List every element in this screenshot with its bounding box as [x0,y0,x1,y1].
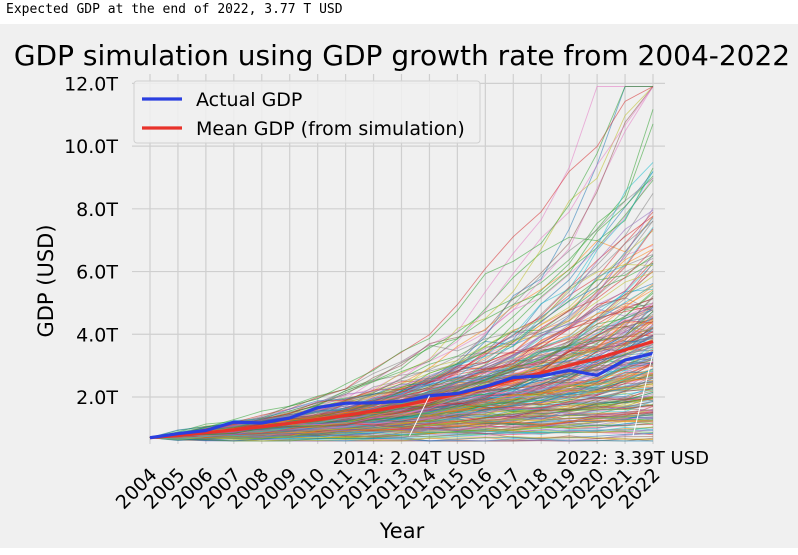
y-axis-ticks: 2.0T 4.0T 6.0T 8.0T 10.0T 12.0T [64,73,118,409]
simulation-line [149,426,654,440]
simulation-line [149,397,654,439]
simulation-line [149,422,654,442]
gdp-simulation-chart: GDP simulation using GDP growth rate fro… [14,39,790,543]
annotations: 2014: 2.04T USD 2022: 3.39T USD [333,353,709,469]
annotation-label: 2022: 3.39T USD [556,448,709,469]
y-tick-label: 8.0T [76,199,118,221]
simulation-line [149,436,654,442]
chart-figure: GDP simulation using GDP growth rate fro… [0,24,798,548]
simulation-line [149,86,653,439]
legend-label: Actual GDP [196,89,302,111]
series-line [149,351,654,440]
simulation-line [149,249,654,439]
y-tick-label: 6.0T [76,262,118,284]
annotation-label: 2014: 2.04T USD [333,448,486,469]
x-axis-ticks: 2004200520062007200820092010201120122013… [112,464,665,514]
y-tick-label: 4.0T [76,324,118,346]
legend: Actual GDP Mean GDP (from simulation) [133,80,481,144]
main-series [149,339,654,440]
simulation-line [149,310,654,439]
caption-text: Expected GDP at the end of 2022, 3.77 T … [6,2,343,17]
series-line [149,339,654,440]
legend-label: Mean GDP (from simulation) [196,118,465,140]
y-axis-label: GDP (USD) [34,224,58,337]
simulation-line [149,207,654,439]
chart-title: GDP simulation using GDP growth rate fro… [14,39,790,72]
legend-box [133,80,481,144]
annotation-arrow [632,353,654,437]
annotation-arrow [408,395,430,437]
y-tick-label: 12.0T [64,73,118,95]
y-tick-label: 10.0T [64,136,118,158]
y-tick-label: 2.0T [76,387,118,409]
simulation-line [149,409,654,439]
x-axis-label: Year [379,519,425,543]
